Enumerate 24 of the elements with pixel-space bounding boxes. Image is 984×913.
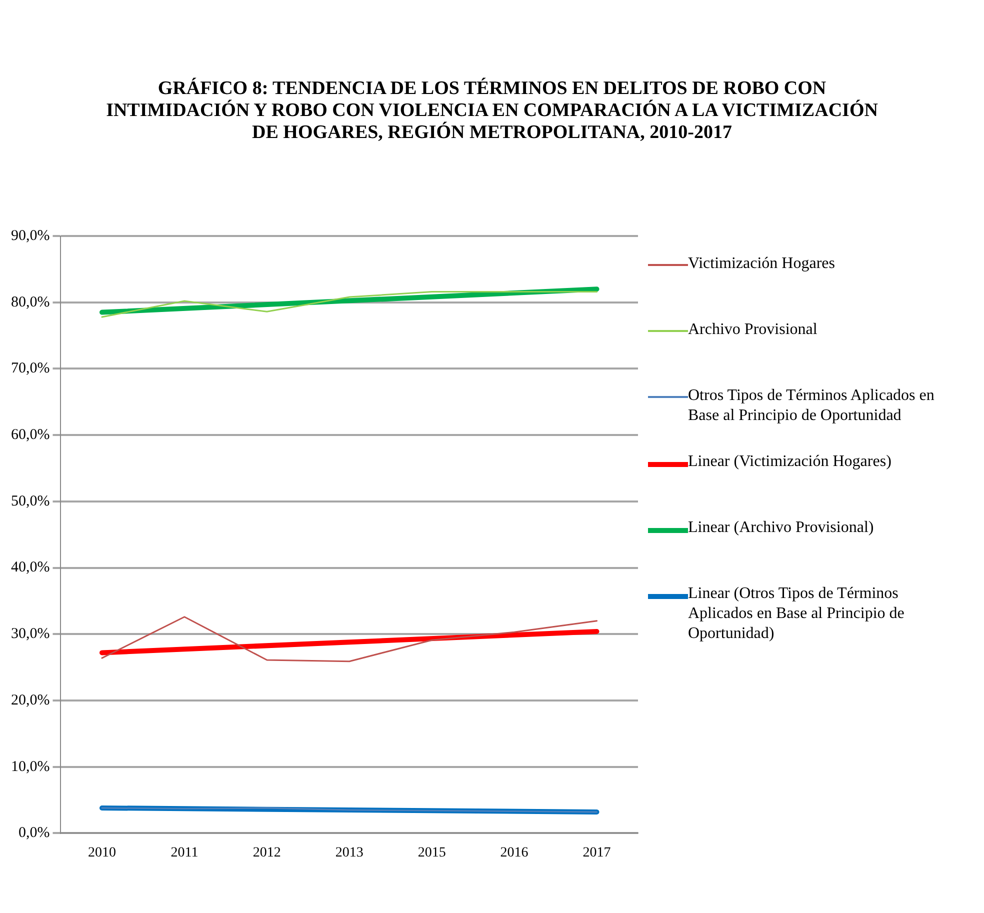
y-tick-label: 20,0%	[10, 692, 50, 708]
y-tick-label: 50,0%	[10, 493, 50, 510]
y-tick-label: 90,0%	[10, 228, 50, 244]
legend-label: Linear (Victimización Hogares)	[688, 452, 892, 472]
chart-title: GRÁFICO 8: TENDENCIA DE LOS TÉRMINOS EN DELITOS DE ROBO CON INTIMIDACIÓN Y ROBO CON VIOLENCIA EN COMPARACIÓN A LA VICTIMIZACIÓN DE HOGARES, REGIÓN METROPOLITANA, 2010-2017	[105, 76, 879, 144]
y-tick-label: 0,0%	[18, 825, 50, 842]
x-tick-label: 2012	[252, 845, 281, 860]
y-tick-label: 40,0%	[10, 560, 50, 576]
y-tick-label: 80,0%	[10, 294, 50, 310]
x-tick-label: 2011	[170, 845, 198, 860]
x-tick-label: 2010	[88, 845, 116, 860]
x-tick-label: 2013	[335, 845, 364, 860]
x-tick-label: 2016	[500, 845, 528, 860]
y-tick-label: 10,0%	[10, 758, 50, 775]
legend-label: Archivo Provisional	[688, 320, 818, 340]
y-tick-label: 70,0%	[10, 360, 50, 377]
legend-label: Victimización Hogares	[688, 254, 836, 274]
y-tick-label: 30,0%	[10, 626, 50, 642]
y-tick-label: 60,0%	[10, 427, 50, 444]
legend-label: Linear (Otros Tipos de Términos Aplicados en Base al Principio de Oportunidad)	[688, 584, 906, 644]
x-tick-label: 2015	[418, 845, 446, 860]
legend-label: Linear (Archivo Provisional)	[688, 518, 875, 538]
x-tick-label: 2017	[582, 845, 611, 860]
legend-label: Otros Tipos de Términos Aplicados en Base al Principio de Oportunidad	[688, 386, 936, 426]
